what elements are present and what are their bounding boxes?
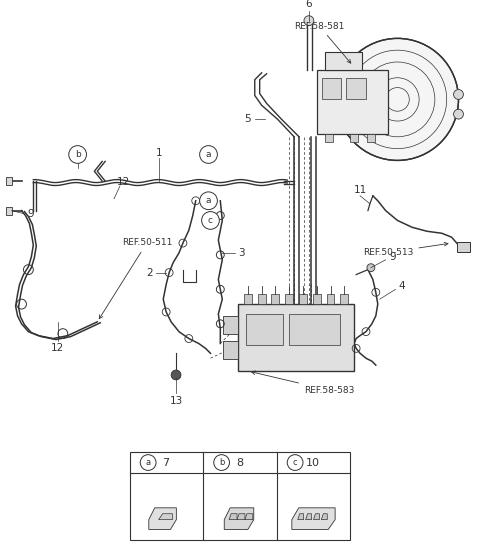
Polygon shape	[224, 508, 254, 529]
Bar	[246, 314, 283, 345]
Polygon shape	[321, 514, 327, 520]
Text: a: a	[206, 196, 211, 205]
Text: REF.50-511: REF.50-511	[99, 238, 172, 319]
Text: 13: 13	[169, 396, 183, 405]
Text: 1: 1	[156, 148, 163, 158]
Circle shape	[171, 370, 181, 380]
Polygon shape	[245, 514, 253, 520]
Circle shape	[304, 16, 314, 26]
Bar	[130, 452, 350, 541]
Circle shape	[287, 454, 303, 471]
Text: 4: 4	[398, 281, 405, 291]
Bar	[324, 52, 362, 70]
Text: c: c	[208, 216, 213, 225]
Polygon shape	[298, 514, 304, 520]
Text: 11: 11	[353, 185, 367, 195]
Bar	[313, 294, 321, 304]
Text: 12: 12	[117, 177, 131, 187]
Text: REF.58-583: REF.58-583	[252, 371, 354, 395]
Bar	[223, 316, 238, 334]
Text: 5: 5	[245, 114, 251, 124]
Circle shape	[454, 109, 463, 119]
Bar	[317, 70, 388, 134]
Text: 8: 8	[236, 458, 243, 467]
Bar	[456, 242, 470, 252]
Bar	[289, 314, 340, 345]
Bar	[350, 134, 358, 142]
Text: REF.58-581: REF.58-581	[294, 22, 351, 63]
Polygon shape	[149, 508, 176, 529]
Text: REF.50-513: REF.50-513	[363, 243, 448, 257]
Bar	[272, 294, 279, 304]
Text: 6: 6	[306, 0, 312, 9]
Circle shape	[214, 454, 229, 471]
Text: 7: 7	[162, 458, 169, 467]
Bar	[326, 294, 335, 304]
Circle shape	[140, 454, 156, 471]
Polygon shape	[292, 508, 335, 529]
Circle shape	[336, 39, 458, 160]
Polygon shape	[229, 514, 237, 520]
Bar	[6, 177, 12, 185]
Circle shape	[200, 192, 217, 210]
Bar	[285, 294, 293, 304]
Bar	[6, 207, 12, 215]
Text: b: b	[75, 150, 81, 159]
Circle shape	[367, 264, 375, 272]
Text: 12: 12	[51, 343, 64, 353]
Bar	[322, 78, 341, 100]
Text: a: a	[145, 458, 151, 467]
Circle shape	[454, 89, 463, 100]
Text: 3: 3	[239, 248, 245, 258]
Bar	[299, 294, 307, 304]
Polygon shape	[237, 514, 245, 520]
Bar	[324, 134, 333, 142]
Bar	[244, 294, 252, 304]
Circle shape	[202, 212, 219, 229]
Text: 9: 9	[27, 209, 34, 219]
Text: 9: 9	[389, 252, 396, 262]
Text: 10: 10	[306, 458, 320, 467]
Text: b: b	[219, 458, 224, 467]
Polygon shape	[313, 514, 319, 520]
Bar	[346, 78, 366, 100]
Bar	[367, 134, 375, 142]
Text: a: a	[206, 150, 211, 159]
Polygon shape	[159, 514, 172, 520]
Bar	[223, 342, 238, 359]
Text: 2: 2	[146, 268, 153, 278]
Bar	[258, 294, 265, 304]
Circle shape	[200, 146, 217, 163]
Bar	[340, 294, 348, 304]
Bar	[238, 304, 354, 371]
Polygon shape	[306, 514, 312, 520]
Circle shape	[69, 146, 86, 163]
Text: c: c	[293, 458, 298, 467]
